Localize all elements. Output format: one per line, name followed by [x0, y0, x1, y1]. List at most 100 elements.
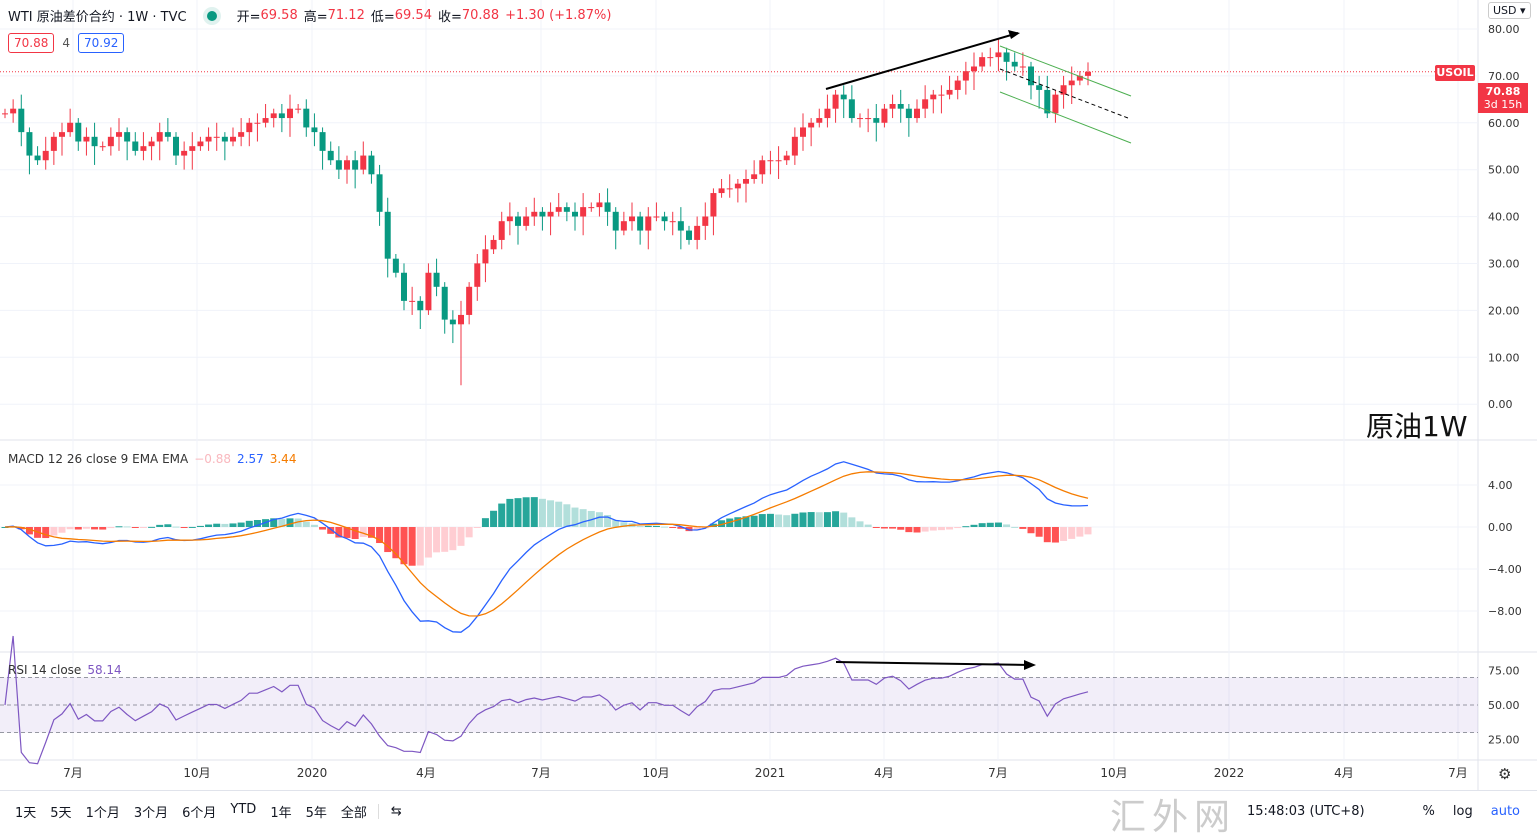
- candle: [506, 216, 513, 222]
- candle: [238, 132, 245, 137]
- candle: [148, 141, 155, 147]
- timeframe-4[interactable]: 6个月: [182, 805, 217, 821]
- candle: [417, 300, 424, 311]
- candle: [124, 132, 131, 142]
- auto-toggle[interactable]: auto: [1490, 804, 1520, 819]
- macd-histogram-bar: [400, 527, 408, 565]
- timeframe-0[interactable]: 1天: [15, 805, 37, 821]
- sell-price-button[interactable]: 70.88: [8, 33, 55, 53]
- macd-histogram-bar: [547, 500, 555, 527]
- candle: [319, 132, 326, 151]
- candle: [482, 249, 489, 264]
- timeframe-7[interactable]: 5年: [305, 805, 327, 821]
- candle: [278, 113, 285, 119]
- macd-histogram-bar: [457, 527, 465, 546]
- macd-histogram-bar: [946, 527, 954, 530]
- candle: [425, 272, 432, 311]
- buy-price-button[interactable]: 70.92: [78, 33, 125, 53]
- candle: [905, 108, 912, 119]
- macd-histogram-bar: [587, 510, 595, 527]
- timeframe-6[interactable]: 1年: [270, 805, 292, 821]
- macd-label[interactable]: MACD 12 26 close 9 EMA EMA: [8, 452, 189, 466]
- candle: [1036, 85, 1043, 90]
- time-tick: 10月: [183, 766, 210, 780]
- candle: [629, 216, 635, 222]
- macd-histogram-bar: [99, 527, 107, 530]
- timeframe-1[interactable]: 5天: [50, 805, 72, 821]
- candle: [759, 160, 766, 175]
- macd-hist-value: −0.88: [194, 452, 232, 466]
- signal-value: 3.44: [269, 452, 297, 466]
- candle: [922, 99, 929, 109]
- macd-histogram-bar: [498, 503, 506, 527]
- time-tick: 7月: [63, 766, 83, 780]
- rsi-line: [4, 635, 1089, 765]
- macd-histogram-bar: [514, 498, 522, 527]
- candle: [857, 118, 863, 120]
- candle: [189, 146, 196, 151]
- channel-bottom: [999, 91, 1132, 144]
- date-range-icon[interactable]: ⇆: [377, 803, 409, 819]
- macd-histogram-bar: [620, 522, 628, 527]
- chart-canvas[interactable]: 80.0070.0060.0050.0040.0030.0020.0010.00…: [0, 0, 1537, 790]
- macd-histogram-bar: [424, 527, 432, 558]
- candle: [1076, 75, 1083, 81]
- macd-histogram-bar: [766, 513, 774, 527]
- macd-histogram-bar: [465, 527, 473, 538]
- candle: [775, 160, 782, 162]
- macd-histogram-bar: [416, 527, 424, 566]
- rsi-label[interactable]: RSI 14 close: [8, 663, 82, 677]
- macd-histogram-bar: [180, 527, 188, 528]
- candle: [99, 146, 106, 148]
- time-tick: 2020: [297, 766, 328, 780]
- price-tick: 40.00: [1488, 211, 1520, 224]
- candle: [75, 122, 82, 142]
- timeframe-3[interactable]: 3个月: [133, 805, 169, 821]
- candle: [946, 89, 953, 95]
- candle: [2, 113, 8, 115]
- candle: [897, 104, 904, 109]
- rsi-value: 58.14: [87, 663, 122, 677]
- macd-histogram-bar: [506, 498, 514, 527]
- candle: [1085, 71, 1091, 76]
- candle: [1068, 80, 1075, 86]
- timeframe-8[interactable]: 全部: [340, 805, 367, 821]
- macd-histogram-bar: [962, 526, 970, 528]
- price-tick: 50.00: [1488, 164, 1520, 177]
- candle: [637, 216, 644, 231]
- clock[interactable]: 15:48:03 (UTC+8): [1246, 804, 1365, 819]
- candle: [881, 108, 888, 123]
- time-tick: 7月: [531, 766, 551, 780]
- candle: [661, 216, 668, 222]
- low-label: 低=: [370, 10, 395, 25]
- macd-tick: −8.00: [1488, 605, 1522, 618]
- macd-histogram-bar: [921, 527, 929, 532]
- candle: [718, 188, 725, 194]
- timeframe-2[interactable]: 1个月: [85, 805, 120, 821]
- macd-histogram-bar: [595, 512, 603, 527]
- macd-histogram-bar: [864, 524, 872, 527]
- chart-annotation[interactable]: 原油1W: [1366, 410, 1468, 443]
- log-toggle[interactable]: log: [1452, 804, 1473, 819]
- candle: [433, 272, 440, 287]
- price-tick: 60.00: [1488, 117, 1520, 130]
- candle: [287, 108, 293, 119]
- symbol-title[interactable]: WTI 原油差价合约 · 1W · TVC: [8, 10, 187, 25]
- macd-histogram-bar: [58, 527, 66, 533]
- macd-histogram-bar: [172, 526, 180, 528]
- macd-histogram-bar: [1011, 526, 1019, 528]
- macd-histogram-bar: [433, 527, 441, 553]
- timeframe-5[interactable]: YTD: [230, 801, 257, 817]
- macd-histogram-bar: [278, 518, 286, 527]
- rsi-tick: 25.00: [1488, 734, 1520, 747]
- candle: [930, 94, 937, 100]
- currency-select[interactable]: USD ▾: [1488, 2, 1531, 19]
- macd-histogram-bar: [131, 527, 139, 528]
- macd-histogram-bar: [188, 526, 196, 528]
- time-tick: 2022: [1214, 766, 1245, 780]
- percent-toggle[interactable]: %: [1422, 804, 1435, 819]
- candle: [686, 230, 692, 240]
- macd-histogram-bar: [913, 527, 921, 533]
- macd-histogram-bar: [123, 526, 131, 528]
- candle: [808, 122, 815, 128]
